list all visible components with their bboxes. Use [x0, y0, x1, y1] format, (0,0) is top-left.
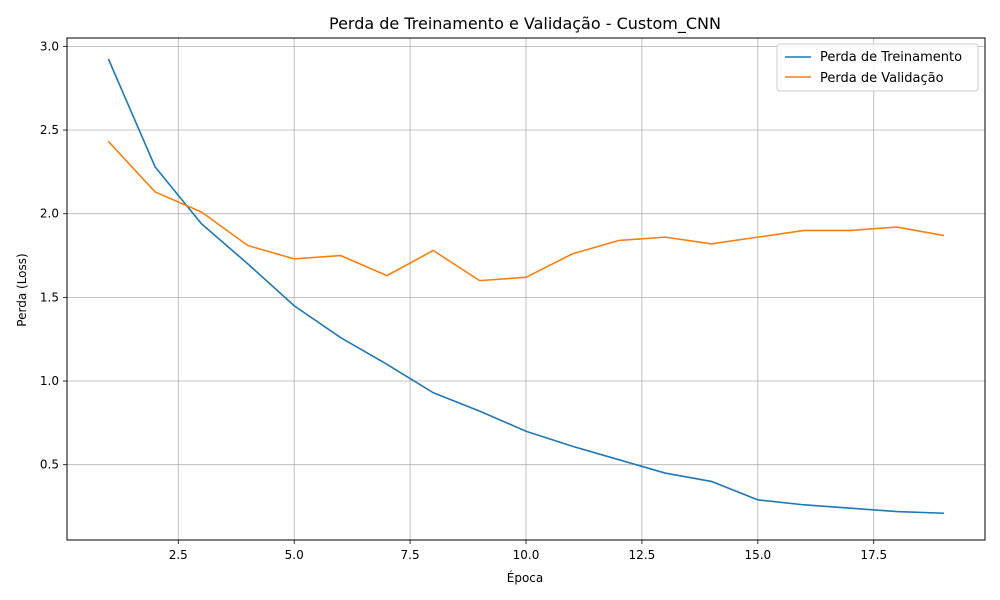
x-tick-label: 12.5: [629, 548, 656, 562]
y-axis-label: Perda (Loss): [15, 253, 29, 326]
legend-label-validation: Perda de Validação: [820, 71, 944, 86]
legend-box: [776, 43, 979, 92]
chart-title: Perda de Treinamento e Validação - Custo…: [329, 14, 721, 34]
y-tick-label: 1.0: [40, 374, 59, 388]
grid: [67, 38, 985, 540]
y-tick-label: 3.0: [40, 39, 59, 53]
x-tick-label: 17.5: [860, 548, 887, 562]
x-axis-ticks: 2.5 5.0 7.5 10.0 12.5 15.0 17.5: [169, 540, 887, 562]
y-tick-label: 1.5: [40, 290, 59, 304]
y-tick-label: 2.5: [40, 123, 59, 137]
y-axis-ticks: 0.5 1.0 1.5 2.0 2.5 3.0: [40, 39, 67, 472]
x-tick-label: 2.5: [169, 548, 188, 562]
x-tick-label: 10.0: [513, 548, 540, 562]
x-tick-label: 15.0: [744, 548, 771, 562]
legend-label-training: Perda de Treinamento: [820, 50, 962, 65]
x-axis-label: Época: [507, 570, 544, 585]
y-tick-label: 2.0: [40, 207, 59, 221]
x-tick-label: 7.5: [401, 548, 420, 562]
legend: Perda de Treinamento Perda de Validação: [776, 43, 979, 92]
x-tick-label: 5.0: [285, 548, 304, 562]
series-line-validation: [107, 140, 945, 282]
series-layer: [107, 58, 945, 515]
y-tick-label: 0.5: [40, 458, 59, 472]
series-line-training: [107, 58, 945, 515]
